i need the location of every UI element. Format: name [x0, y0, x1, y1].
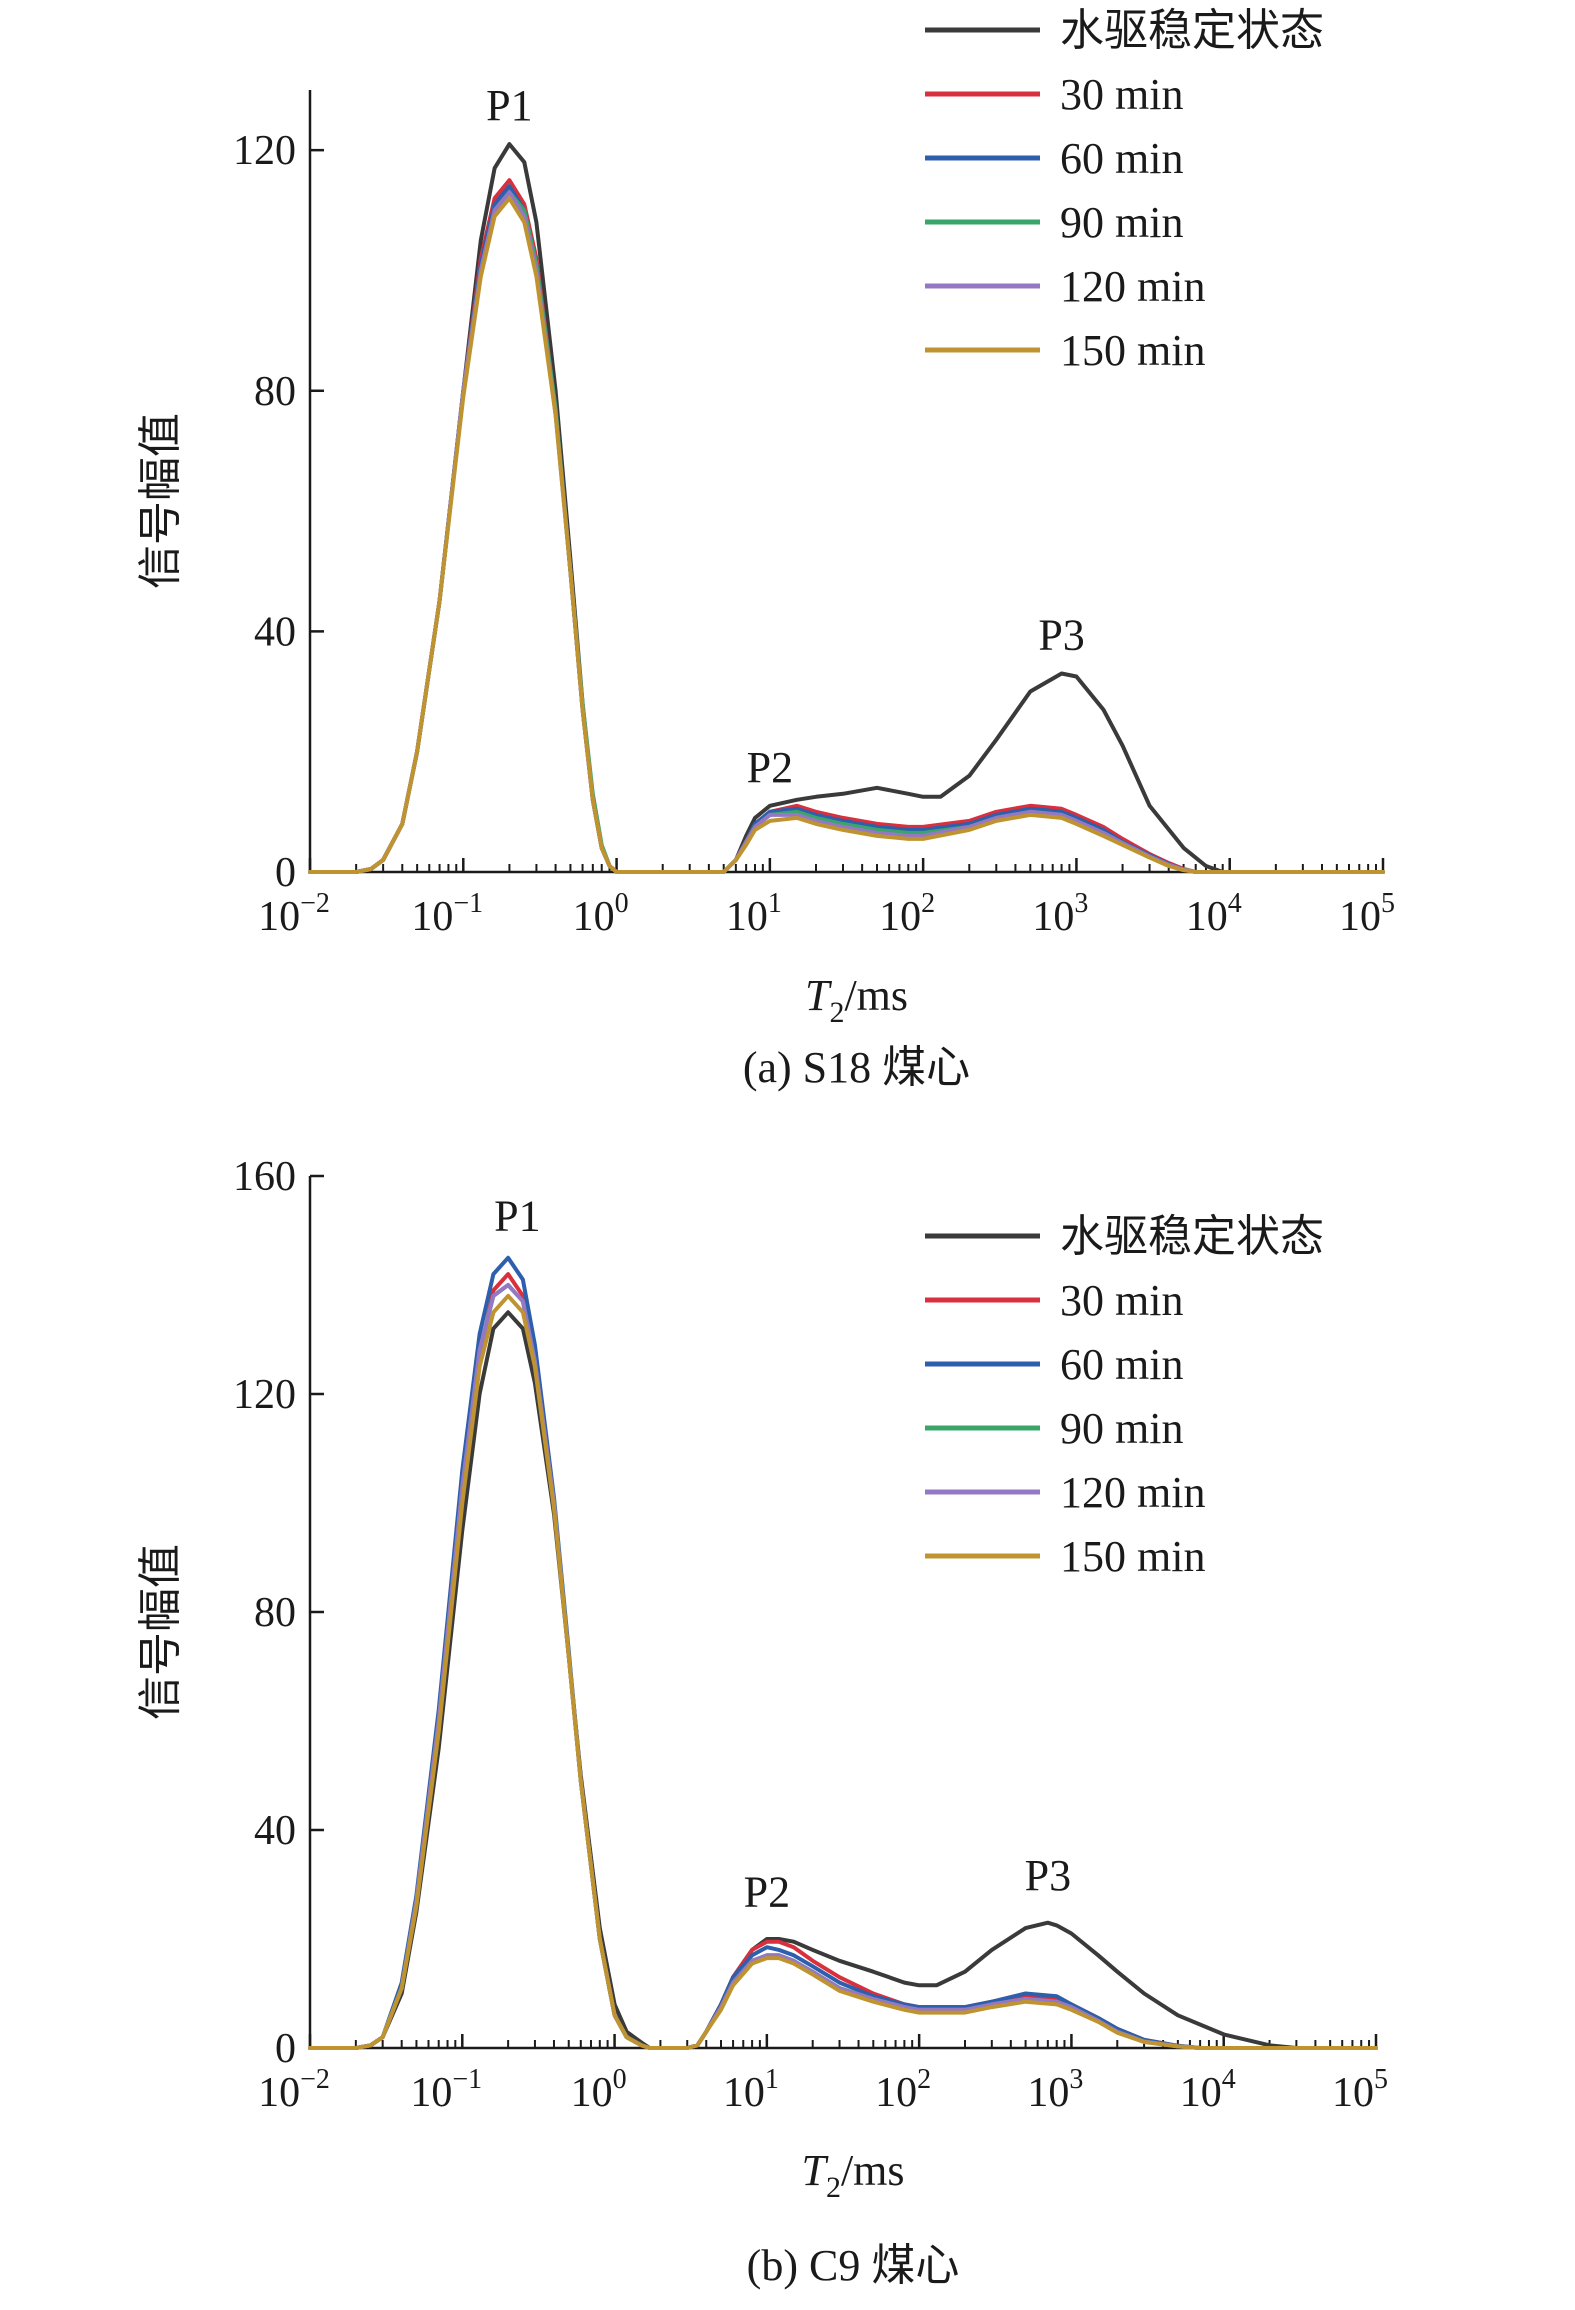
x-tick-label: 104 — [1180, 2064, 1236, 2116]
legend-label: 120 min — [1060, 262, 1205, 311]
legend-label: 150 min — [1060, 326, 1205, 375]
x-tick-label: 10−2 — [258, 2064, 330, 2116]
series-line-1 — [308, 1272, 1378, 2050]
series-line-0 — [308, 142, 1385, 874]
series-line-4 — [308, 190, 1385, 874]
x-tick-label: 103 — [1032, 888, 1088, 940]
figure-caption: (a) S18 煤心 — [743, 1043, 970, 1092]
legend-label: 60 min — [1060, 1340, 1183, 1389]
x-tick-label: 10−2 — [258, 888, 330, 940]
series-line-1 — [308, 178, 1385, 874]
legend-label: 水驱稳定状态 — [1060, 6, 1324, 55]
legend-label: 90 min — [1060, 198, 1183, 247]
x-tick-label: 104 — [1186, 888, 1242, 940]
legend-label: 90 min — [1060, 1404, 1183, 1453]
y-tick-label: 80 — [254, 369, 296, 415]
y-tick-label: 0 — [275, 850, 296, 896]
figure-caption: (b) C9 煤心 — [747, 2241, 960, 2290]
y-tick-label: 80 — [254, 1590, 296, 1636]
legend-label: 150 min — [1060, 1532, 1205, 1581]
peak-label: P2 — [744, 1867, 790, 1916]
y-tick-label: 40 — [254, 1808, 296, 1854]
y-axis-label: 信号幅值 — [136, 413, 185, 589]
series-line-2 — [308, 184, 1385, 874]
y-tick-label: 0 — [275, 2026, 296, 2072]
x-tick-label: 10−1 — [411, 888, 483, 940]
x-tick-label: 105 — [1332, 2064, 1388, 2116]
y-tick-label: 40 — [254, 609, 296, 655]
series-line-2 — [308, 1255, 1378, 2050]
legend-label: 30 min — [1060, 70, 1183, 119]
x-tick-label: 10−1 — [410, 2064, 482, 2116]
x-tick-label: 102 — [879, 888, 935, 940]
legend-label: 60 min — [1060, 134, 1183, 183]
x-tick-label: 101 — [726, 888, 782, 940]
x-tick-label: 100 — [573, 888, 629, 940]
x-tick-label: 102 — [875, 2064, 931, 2116]
x-axis-label: T2/ms — [801, 2146, 904, 2204]
peak-label: P3 — [1025, 1851, 1071, 1900]
x-tick-label: 103 — [1027, 2064, 1083, 2116]
x-tick-label: 101 — [723, 2064, 779, 2116]
x-tick-label: 105 — [1339, 888, 1395, 940]
y-tick-label: 120 — [233, 128, 296, 174]
legend-label: 30 min — [1060, 1276, 1183, 1325]
x-tick-label: 100 — [571, 2064, 627, 2116]
x-axis-label: T2/ms — [805, 971, 908, 1029]
peak-label: P3 — [1038, 610, 1084, 659]
series-line-3 — [308, 190, 1385, 874]
legend-label: 120 min — [1060, 1468, 1205, 1517]
y-axis-label: 信号幅值 — [136, 1544, 185, 1720]
series-line-5 — [308, 196, 1385, 874]
y-tick-label: 160 — [233, 1154, 296, 1200]
chart-c9: 0 40 80 120 160 10−2 10−1 100 101 102 103 104 105 P1 P… — [136, 1154, 1388, 2290]
y-tick-label: 120 — [233, 1372, 296, 1418]
peak-label: P1 — [494, 1192, 540, 1241]
peak-label: P2 — [747, 743, 793, 792]
series-line-5 — [308, 1293, 1378, 2050]
chart-s18: 0 40 80 120 10−2 10−1 100 101 102 103 104 105 P1 P2 P3… — [136, 6, 1395, 1092]
peak-label: P1 — [486, 81, 532, 130]
legend-label: 水驱稳定状态 — [1060, 1212, 1324, 1261]
